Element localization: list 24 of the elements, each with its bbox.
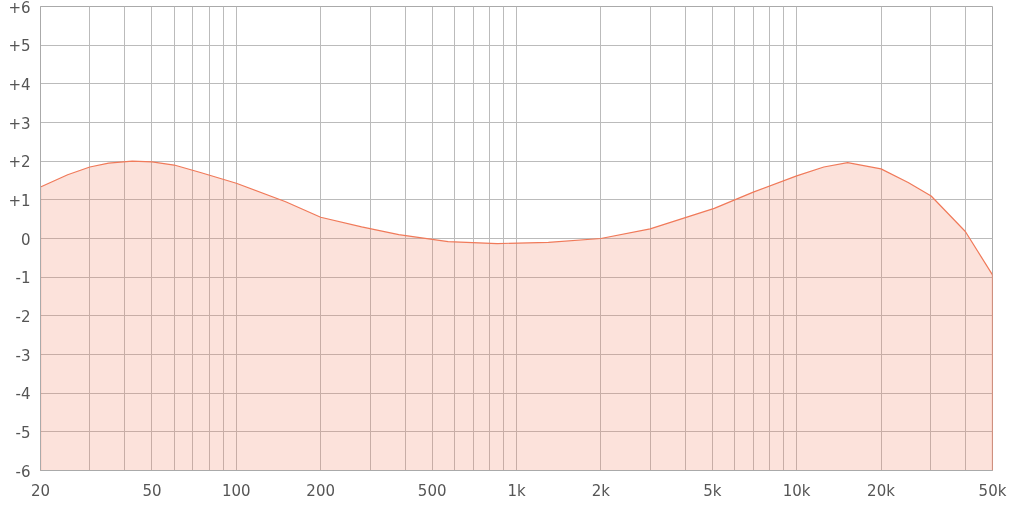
x-tick-label: 100: [222, 481, 251, 500]
y-tick-label: +2: [8, 153, 31, 172]
y-tick-label: -3: [15, 346, 31, 365]
x-tick-label: 500: [417, 481, 447, 500]
y-tick-label: 0: [20, 230, 31, 249]
x-tick-label: 1k: [507, 481, 526, 500]
x-tick-label: 20: [30, 481, 51, 500]
y-tick-label: -1: [15, 269, 31, 288]
x-tick-label: 50: [142, 481, 162, 500]
y-tick-label: +5: [8, 37, 31, 56]
y-tick-label: -6: [15, 462, 31, 481]
x-tick-label: 200: [306, 481, 335, 500]
y-tick-label: +4: [8, 75, 31, 94]
y-tick-label: -2: [15, 307, 31, 326]
x-tick-label: 5k: [703, 481, 722, 500]
y-tick-label: -5: [15, 423, 31, 442]
y-tick-label: +6: [8, 0, 31, 17]
x-tick-label: 20k: [867, 481, 896, 500]
x-tick-label: 50k: [978, 481, 1007, 500]
x-tick-label: 10k: [782, 481, 811, 500]
y-tick-label: -4: [15, 385, 31, 404]
y-tick-label: +1: [8, 191, 31, 210]
x-tick-label: 2k: [591, 481, 611, 500]
y-tick-label: +3: [8, 114, 31, 133]
